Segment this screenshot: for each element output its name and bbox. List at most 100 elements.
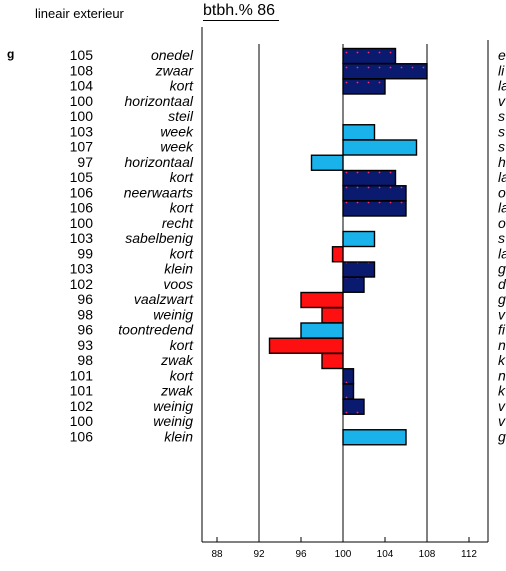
row-right-label: g [498, 428, 506, 444]
row-label: week [160, 139, 194, 155]
row-value: 100 [70, 215, 94, 231]
row-value: 108 [70, 62, 94, 78]
bar [321, 307, 344, 324]
bar [342, 185, 407, 202]
row-label: kort [170, 367, 194, 383]
row-right-label: v [498, 93, 506, 109]
row-right-label: h [498, 154, 506, 170]
row-right-label: g [498, 261, 506, 277]
row-label: onedel [151, 47, 194, 63]
row-label: kort [170, 200, 194, 216]
row-value: 105 [70, 47, 94, 63]
row-label: vaalzwart [134, 291, 194, 307]
bar [342, 398, 365, 415]
row-right-label: s [498, 123, 505, 139]
row-value: 93 [77, 337, 93, 353]
row-label: weinig [153, 306, 193, 322]
bar [342, 261, 376, 278]
bar [310, 154, 344, 171]
chart-subtitle: lineair exterieur [35, 6, 124, 21]
row-value: 107 [70, 139, 94, 155]
bar [342, 63, 428, 80]
row-right-label: n [498, 337, 506, 353]
row-value: 106 [70, 184, 94, 200]
row-label: horizontaal [125, 93, 194, 109]
bar [342, 429, 407, 446]
row-value: 105 [70, 169, 94, 185]
row-label: zwak [160, 352, 194, 368]
row-label: steil [168, 108, 194, 124]
row-value: 98 [77, 306, 93, 322]
row-right-label: g [498, 291, 506, 307]
row-label: zwaar [155, 62, 195, 78]
bar [342, 124, 376, 141]
x-tick-label: 108 [419, 549, 436, 560]
row-right-label: la [498, 245, 506, 261]
row-right-label: li [498, 62, 505, 78]
row-value: 101 [70, 383, 94, 399]
row-label: klein [164, 261, 193, 277]
x-tick-label: 92 [253, 549, 265, 560]
bar [342, 200, 407, 217]
row-label: recht [162, 215, 194, 231]
bar [342, 383, 355, 400]
x-tick-label: 104 [377, 549, 394, 560]
row-label: kort [170, 245, 194, 261]
row-value: 98 [77, 352, 93, 368]
x-tick-label: 112 [461, 549, 477, 560]
row-label: kort [170, 337, 194, 353]
row-value: 101 [70, 367, 94, 383]
row-label: sabelbenig [125, 230, 193, 246]
row-right-label: v [498, 398, 506, 414]
row-label: neerwaarts [124, 184, 193, 200]
bar [300, 322, 344, 339]
row-value: 99 [77, 245, 93, 261]
row-value: 97 [77, 154, 93, 170]
row-label: horizontaal [125, 154, 194, 170]
x-tick-label: 96 [295, 549, 307, 560]
row-right-label: v [498, 413, 506, 429]
row-value: 104 [70, 78, 94, 94]
row-right-label: o [498, 184, 506, 200]
row-label: kort [170, 78, 194, 94]
bar [342, 139, 418, 156]
row-right-label: s [498, 108, 505, 124]
row-value: 96 [77, 291, 93, 307]
row-label: weinig [153, 398, 193, 414]
left-header-fragment: g [7, 47, 15, 61]
row-value: 102 [70, 398, 94, 414]
row-right-label: o [498, 215, 506, 231]
row-label: voos [163, 276, 193, 292]
bar [342, 276, 365, 293]
bar [331, 246, 344, 263]
row-right-label: v [498, 306, 506, 322]
row-label: kort [170, 169, 194, 185]
bar [342, 47, 397, 65]
row-value: 106 [70, 428, 94, 444]
row-label: weinig [153, 413, 193, 429]
bar [342, 169, 397, 187]
row-right-label: d [498, 276, 506, 292]
bar [342, 230, 376, 248]
row-value: 100 [70, 413, 94, 429]
row-value: 102 [70, 276, 94, 292]
row-value: 106 [70, 200, 94, 216]
row-value: 103 [70, 261, 94, 277]
bar [268, 337, 344, 354]
row-label: week [160, 123, 194, 139]
bar [321, 352, 344, 370]
row-label: zwak [160, 383, 194, 399]
row-value: 100 [70, 108, 94, 124]
chart-title: btbh.% 86 [203, 2, 280, 21]
row-right-label: fi [498, 322, 506, 338]
row-right-label: s [498, 139, 505, 155]
row-right-label: e [498, 47, 506, 63]
row-value: 100 [70, 93, 94, 109]
row-right-label: n [498, 367, 506, 383]
row-right-label: la [498, 200, 506, 216]
bar [342, 368, 355, 385]
row-value: 96 [77, 322, 93, 338]
row-value: 103 [70, 123, 94, 139]
bar [300, 291, 344, 309]
